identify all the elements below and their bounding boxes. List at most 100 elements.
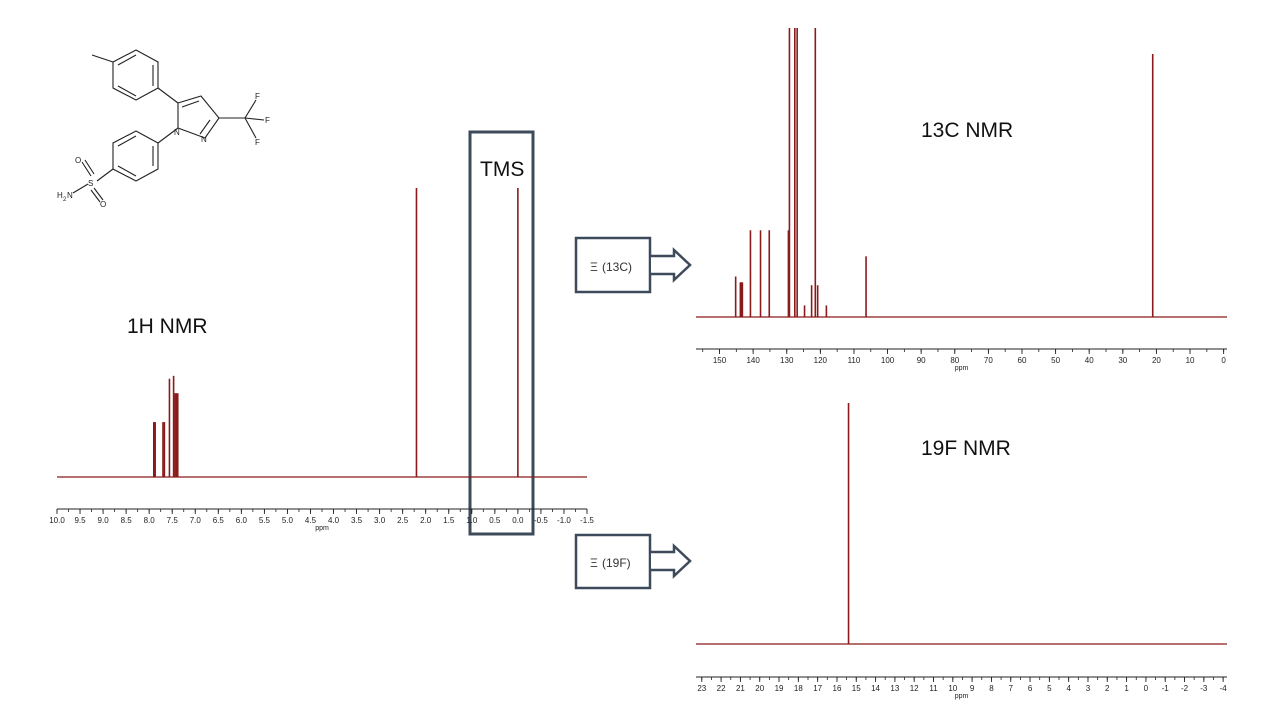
x-tick-label: 60 xyxy=(1018,356,1027,365)
x-tick-label: 17 xyxy=(813,684,822,693)
x-tick-label: 3 xyxy=(1086,684,1091,693)
x-tick-label: 1.5 xyxy=(443,516,455,525)
x-tick-label: 6 xyxy=(1028,684,1033,693)
x-tick-label: 4.5 xyxy=(305,516,317,525)
callout-13c-text: (13C) xyxy=(602,260,632,274)
x-tick-label: 13 xyxy=(890,684,899,693)
h-nmr-spectrum: 10.0 9.5 9.0 8.5 8.0 7.5 7.0 6.5 6.0 5.5 5.0 4.5 4.0… xyxy=(49,188,594,532)
x-tick-label: 7.5 xyxy=(167,516,179,525)
x-tick-label: 14 xyxy=(871,684,880,693)
x-tick-label: -1 xyxy=(1162,684,1170,693)
x-tick-label: 140 xyxy=(746,356,760,365)
x-tick-label: 3.5 xyxy=(351,516,363,525)
atom-n1: N xyxy=(174,128,180,137)
tms-label: TMS xyxy=(480,158,525,181)
x-tick-label: 7.0 xyxy=(190,516,202,525)
h-nmr-title: 1H NMR xyxy=(127,315,208,338)
x-tick-label: 3.0 xyxy=(374,516,386,525)
c-nmr-title: 13C NMR xyxy=(921,119,1014,142)
x-tick-label: 1 xyxy=(1124,684,1129,693)
f-nmr-title: 19F NMR xyxy=(921,437,1011,460)
x-tick-label: 110 xyxy=(848,356,861,365)
x-tick-label: 20 xyxy=(1152,356,1161,365)
x-axis-label: ppm xyxy=(955,693,969,700)
x-tick-label: 8.0 xyxy=(144,516,156,525)
x-tick-label: -1.5 xyxy=(580,516,594,525)
x-tick-label: 0.0 xyxy=(512,516,524,525)
x-tick-label: 11 xyxy=(929,684,938,693)
x-tick-label: 70 xyxy=(984,356,993,365)
x-tick-label: -1.0 xyxy=(557,516,571,525)
atom-s: S xyxy=(88,179,93,188)
x-tick-label: 4 xyxy=(1066,684,1071,693)
x-axis-label: ppm xyxy=(315,525,329,532)
atom-f1: F xyxy=(255,92,260,101)
x-tick-label: 15 xyxy=(852,684,861,693)
x-tick-label: 8.5 xyxy=(121,516,133,525)
atom-n2: N xyxy=(201,135,207,144)
x-tick-label: 7 xyxy=(1009,684,1014,693)
x-tick-label: -2 xyxy=(1181,684,1189,693)
x-tick-label: 0.5 xyxy=(489,516,501,525)
callout-13c-symbol: Ξ xyxy=(590,260,598,274)
x-tick-label: 12 xyxy=(910,684,919,693)
callout-19f-box xyxy=(574,533,652,590)
x-tick-label: 18 xyxy=(794,684,803,693)
atom-subscript: 2 xyxy=(63,197,67,203)
x-tick-label: 6.5 xyxy=(213,516,225,525)
x-tick-label: 90 xyxy=(917,356,926,365)
x-tick-label: 9 xyxy=(970,684,975,693)
x-tick-label: 19 xyxy=(775,684,784,693)
x-tick-label: 9.0 xyxy=(98,516,110,525)
tms-highlight-frame xyxy=(468,130,535,536)
x-tick-label: 5.0 xyxy=(282,516,294,525)
x-tick-label: 50 xyxy=(1051,356,1060,365)
x-tick-label: 4.0 xyxy=(328,516,340,525)
x-tick-label: 130 xyxy=(780,356,794,365)
x-tick-label: 5 xyxy=(1047,684,1052,693)
callout-13c: Ξ (13C) xyxy=(574,236,692,294)
x-tick-label: 10 xyxy=(948,684,957,693)
x-tick-label: 2.0 xyxy=(420,516,432,525)
atom-o1: O xyxy=(75,156,81,165)
molecule-structure xyxy=(72,49,265,203)
x-tick-label: 30 xyxy=(1118,356,1127,365)
x-tick-label: 1.0 xyxy=(466,516,478,525)
atom-n3: N xyxy=(67,191,73,200)
x-tick-label: 20 xyxy=(755,684,764,693)
atom-h: H xyxy=(57,191,63,200)
x-tick-label: 16 xyxy=(833,684,842,693)
atom-o2: O xyxy=(100,200,106,209)
callout-13c-box xyxy=(574,236,652,294)
x-tick-label: 150 xyxy=(713,356,727,365)
f-nmr-spectrum: 23 22 21 20 19 18 17 16 15 14 13 12 11 10 9 8 7 6 5 4 3 2 1 0 -1… xyxy=(696,403,1227,700)
atom-f3: F xyxy=(255,138,260,147)
x-axis-label: ppm xyxy=(955,365,969,372)
x-tick-label: 5.5 xyxy=(259,516,271,525)
x-tick-label: 21 xyxy=(736,684,745,693)
x-tick-label: 8 xyxy=(989,684,994,693)
x-tick-label: 120 xyxy=(814,356,828,365)
x-tick-label: 10.0 xyxy=(49,516,65,525)
x-tick-label: -0.5 xyxy=(534,516,548,525)
x-tick-label: 10 xyxy=(1186,356,1195,365)
arrow-right-icon xyxy=(651,543,692,579)
arrow-right-icon xyxy=(651,247,692,283)
x-tick-label: 0 xyxy=(1144,684,1149,693)
x-tick-label: 23 xyxy=(697,684,706,693)
x-tick-label: 2 xyxy=(1105,684,1110,693)
callout-19f: Ξ (19F) xyxy=(574,533,692,590)
x-tick-label: 9.5 xyxy=(74,516,86,525)
atom-f2: F xyxy=(265,116,270,125)
callout-19f-text: (19F) xyxy=(602,556,631,570)
x-tick-label: -4 xyxy=(1220,684,1228,693)
molecule-atom-labels: F F F N N S O O H N 2 xyxy=(57,92,270,209)
x-tick-label: 22 xyxy=(717,684,726,693)
x-tick-label: 100 xyxy=(881,356,895,365)
x-tick-label: -3 xyxy=(1200,684,1208,693)
callout-19f-symbol: Ξ xyxy=(590,556,598,570)
x-tick-label: 2.5 xyxy=(397,516,409,525)
x-tick-label: 40 xyxy=(1085,356,1094,365)
x-tick-label: 80 xyxy=(950,356,959,365)
